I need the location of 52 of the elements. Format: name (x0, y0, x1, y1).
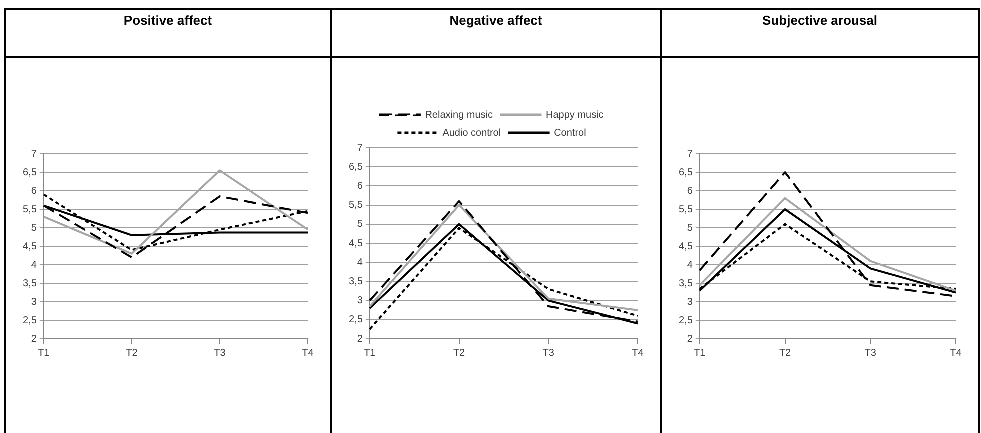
x-tick-label: T1 (38, 348, 50, 359)
x-tick-label: T3 (864, 348, 877, 359)
chart-title: Positive affect (6, 10, 330, 58)
y-tick-label: 6 (31, 186, 38, 197)
y-tick-label: 5 (687, 222, 694, 234)
chart-title: Subjective arousal (662, 10, 978, 58)
y-tick-label: 3 (357, 296, 364, 307)
y-tick-label: 7 (31, 148, 38, 160)
y-tick-label: 7 (357, 142, 364, 154)
legend-label: Relaxing music (425, 110, 494, 121)
y-tick-label: 4 (357, 257, 364, 268)
x-tick-label: T4 (632, 348, 644, 359)
y-tick-label: 2 (687, 334, 694, 345)
legend-label: Audio control (442, 128, 502, 139)
y-tick-label: 3 (687, 296, 694, 308)
y-tick-label: 7 (687, 148, 694, 160)
y-tick-label: 2 (357, 334, 364, 345)
x-tick-label: T4 (950, 348, 962, 359)
x-tick-label: T4 (302, 348, 314, 359)
y-tick-label: 6 (687, 186, 694, 197)
y-tick-label: 2,5 (348, 314, 364, 326)
y-tick-label: 4,5 (348, 238, 364, 250)
x-tick-label: T2 (126, 348, 138, 359)
y-tick-label: 2 (31, 334, 38, 345)
y-tick-label: 3,5 (22, 278, 38, 290)
x-tick-label: T1 (694, 348, 706, 359)
y-tick-label: 5,5 (348, 200, 364, 212)
y-tick-label: 4 (31, 260, 38, 271)
y-tick-label: 4,5 (678, 241, 694, 252)
x-tick-label: T2 (453, 348, 466, 359)
x-tick-label: T2 (779, 348, 792, 359)
y-tick-label: 5 (357, 219, 364, 230)
y-tick-label: 4 (687, 260, 694, 271)
y-tick-label: 5 (31, 222, 38, 234)
x-tick-label: T3 (542, 348, 555, 359)
y-tick-label: 2,5 (22, 315, 38, 326)
x-tick-label: T1 (364, 348, 376, 359)
legend-label: Happy music (546, 110, 604, 121)
chart-title: Negative affect (332, 10, 660, 58)
y-tick-label: 3,5 (348, 276, 364, 288)
y-tick-label: 4,5 (22, 241, 38, 252)
y-tick-label: 5,5 (678, 204, 694, 216)
y-tick-label: 6 (357, 180, 364, 192)
y-tick-label: 3 (31, 296, 38, 308)
y-tick-label: 2,5 (678, 315, 694, 326)
y-tick-label: 3,5 (678, 278, 694, 290)
legend-label: Control (554, 128, 586, 139)
y-tick-label: 5,5 (22, 204, 38, 216)
y-tick-label: 6,5 (22, 167, 38, 178)
x-tick-label: T3 (214, 348, 226, 359)
y-tick-label: 6,5 (678, 167, 694, 178)
y-tick-label: 6,5 (348, 162, 364, 173)
